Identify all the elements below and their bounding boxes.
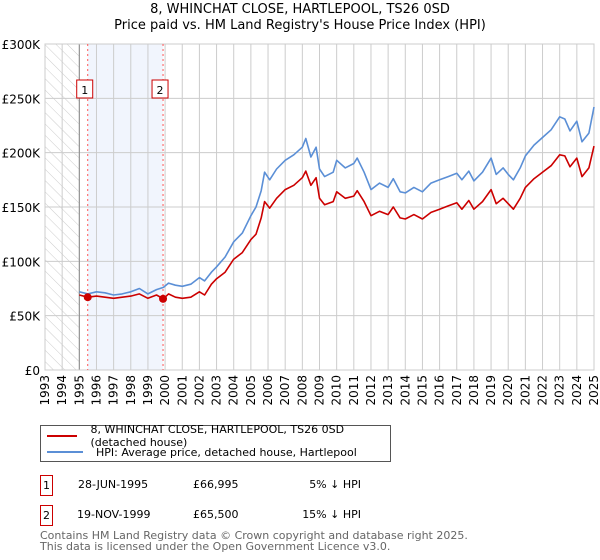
- x-tick-label: 2008: [295, 375, 309, 406]
- x-tick-label: 2000: [158, 375, 172, 406]
- x-tick-label: 2018: [467, 375, 481, 406]
- x-tick-label: 2025: [587, 375, 600, 406]
- sale-label: 1: [81, 84, 88, 97]
- x-tick-label: 2024: [570, 375, 584, 406]
- plot-frame: [44, 43, 595, 371]
- legend-label: 8, WHINCHAT CLOSE, HARTLEPOOL, TS26 0SD …: [90, 423, 345, 449]
- x-tick-label: 2012: [364, 375, 378, 406]
- y-tick-label: £250K: [2, 92, 42, 106]
- legend-swatch-blue: [47, 451, 83, 453]
- transaction-price: £65,500: [193, 508, 239, 521]
- x-tick-label: 2005: [244, 375, 258, 406]
- x-tick-label: 2013: [381, 375, 395, 406]
- transaction-hpi: 5% ↓ HPI: [309, 478, 361, 491]
- x-tick-label: 2004: [227, 375, 241, 406]
- y-tick-label: £150K: [2, 201, 42, 215]
- x-tick-label: 2022: [536, 375, 550, 406]
- property-price-line: [79, 145, 595, 300]
- footer-licence: This data is licensed under the Open Gov…: [40, 540, 391, 553]
- x-tick-label: 2002: [192, 375, 206, 406]
- x-tick-label: 2014: [398, 375, 412, 406]
- legend-item-hpi: HPI: Average price, detached house, Hart…: [47, 444, 357, 460]
- sale-label: 2: [157, 84, 164, 97]
- x-tick-label: 2015: [415, 375, 429, 406]
- x-tick-label: 1999: [141, 375, 155, 406]
- x-tick-label: 2010: [330, 375, 344, 406]
- footer-copyright: Contains HM Land Registry data © Crown c…: [40, 529, 468, 542]
- x-tick-label: 2007: [278, 375, 292, 406]
- x-tick-label: 2020: [501, 375, 515, 406]
- transaction-date: 28-JUN-1995: [78, 478, 149, 491]
- x-tick-label: 2003: [210, 375, 224, 406]
- sale-label-box: [151, 79, 169, 99]
- legend-item-property: 8, WHINCHAT CLOSE, HARTLEPOOL, TS26 0SD …: [47, 423, 390, 449]
- x-tick-label: 1997: [107, 375, 121, 406]
- transaction-marker: 2: [40, 505, 53, 526]
- chart-title: 8, WHINCHAT CLOSE, HARTLEPOOL, TS26 0SD: [150, 2, 450, 17]
- chart-subtitle: Price paid vs. HM Land Registry's House …: [114, 18, 486, 33]
- x-tick-label: 1998: [124, 375, 138, 406]
- transaction-date: 19-NOV-1999: [77, 508, 151, 521]
- hpi-line: [79, 106, 595, 296]
- x-tick-label: 1993: [38, 375, 52, 406]
- legend-label: HPI: Average price, detached house, Hart…: [96, 445, 357, 459]
- x-tick-label: 2019: [484, 375, 498, 406]
- y-tick-label: £100K: [2, 255, 42, 269]
- sale-point: [83, 293, 92, 302]
- sale-label-box: [76, 79, 94, 99]
- x-tick-label: 2009: [313, 375, 327, 406]
- x-tick-label: 2023: [553, 375, 567, 406]
- x-tick-label: 2006: [261, 375, 275, 406]
- transaction-row: 2 19-NOV-1999 £65,500 15% ↓ HPI: [40, 505, 440, 526]
- y-tick-label: £200K: [2, 147, 42, 161]
- x-tick-label: 2011: [347, 375, 361, 406]
- legend: 8, WHINCHAT CLOSE, HARTLEPOOL, TS26 0SD …: [40, 423, 391, 462]
- transaction-row: 1 28-JUN-1995 £66,995 5% ↓ HPI: [40, 475, 440, 496]
- x-tick-label: 2021: [518, 375, 532, 406]
- x-tick-label: 2017: [450, 375, 464, 406]
- x-tick-label: 2001: [175, 375, 189, 406]
- x-tick-label: 2016: [433, 375, 447, 406]
- y-tick-label: £300K: [2, 38, 42, 52]
- transaction-hpi: 15% ↓ HPI: [302, 508, 361, 521]
- legend-swatch-red: [47, 435, 78, 437]
- transaction-marker: 1: [40, 475, 53, 496]
- y-tick-label: £0: [25, 364, 40, 378]
- x-tick-label: 1996: [89, 375, 103, 406]
- x-tick-label: 1994: [55, 375, 69, 406]
- y-tick-label: £50K: [9, 310, 41, 324]
- transaction-price: £66,995: [193, 478, 239, 491]
- x-tick-label: 1995: [72, 375, 86, 406]
- sale-point: [159, 294, 168, 303]
